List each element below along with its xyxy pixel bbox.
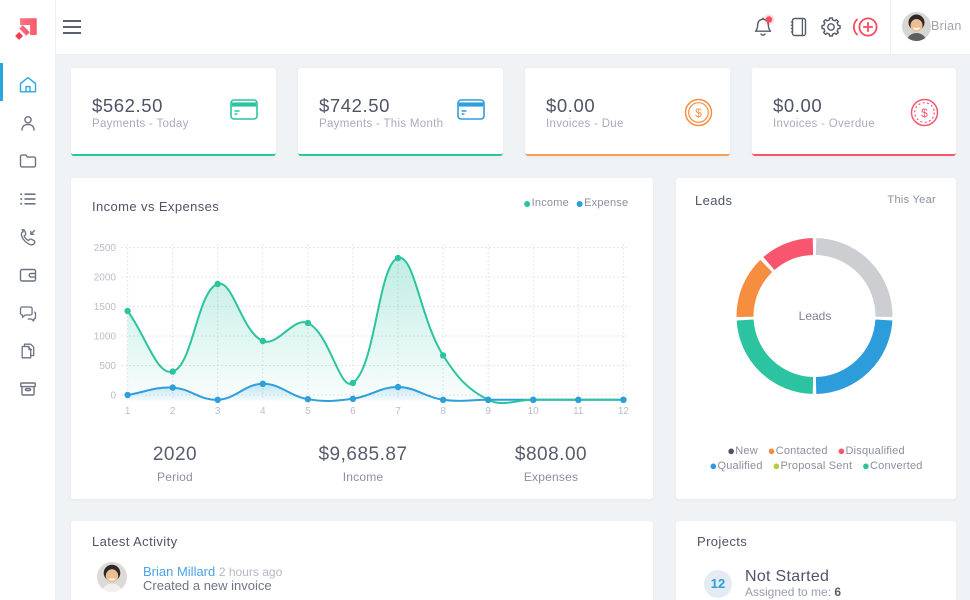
svg-text:1: 1 bbox=[125, 406, 131, 417]
svg-text:9: 9 bbox=[485, 406, 491, 417]
svg-text:1500: 1500 bbox=[94, 302, 117, 313]
svg-text:11: 11 bbox=[573, 406, 584, 417]
svg-text:1000: 1000 bbox=[94, 332, 117, 343]
svg-text:2000: 2000 bbox=[94, 273, 117, 284]
svg-text:12: 12 bbox=[618, 406, 630, 417]
svg-text:8: 8 bbox=[440, 406, 446, 417]
svg-text:2: 2 bbox=[170, 406, 176, 417]
svg-text:Leads: Leads bbox=[799, 309, 832, 323]
svg-text:$: $ bbox=[695, 106, 702, 120]
svg-text:$: $ bbox=[921, 106, 928, 120]
svg-text:0: 0 bbox=[110, 391, 116, 402]
svg-text:6: 6 bbox=[350, 406, 356, 417]
svg-text:10: 10 bbox=[528, 406, 540, 417]
svg-text:2500: 2500 bbox=[94, 243, 117, 254]
svg-text:7: 7 bbox=[395, 406, 401, 417]
svg-text:4: 4 bbox=[260, 406, 266, 417]
svg-text:3: 3 bbox=[215, 406, 221, 417]
svg-text:500: 500 bbox=[99, 361, 116, 372]
svg-text:5: 5 bbox=[305, 406, 311, 417]
